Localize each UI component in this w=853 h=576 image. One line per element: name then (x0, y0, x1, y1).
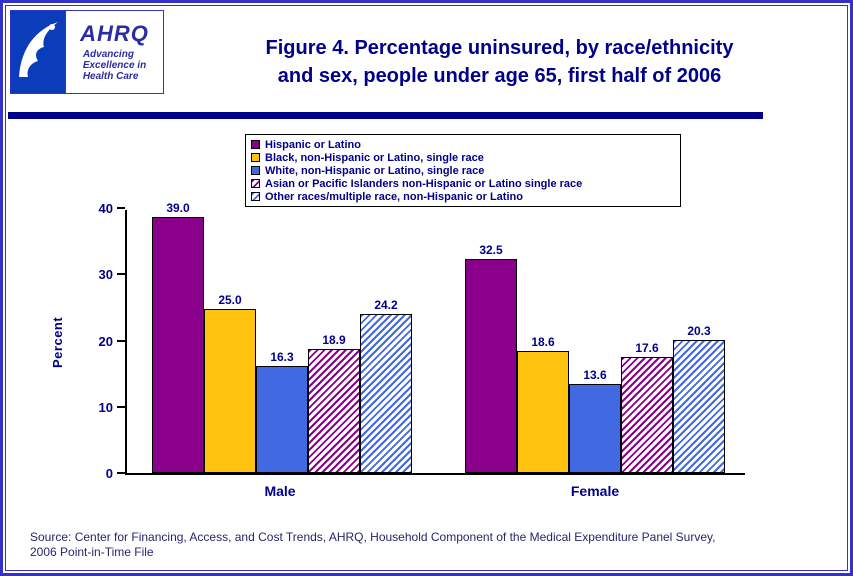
legend-series-label: White, non-Hispanic or Latino, single ra… (265, 164, 485, 177)
legend-item: Asian or Pacific Islanders non-Hispanic … (251, 177, 675, 190)
y-tick-mark (117, 273, 125, 276)
figure-title-line-2: and sex, people under age 65, first half… (277, 65, 722, 87)
y-tick-label: 10 (98, 399, 113, 415)
legend-series-label: Black, non-Hispanic or Latino, single ra… (265, 151, 484, 164)
chart-area: 39.0 25.0 16.3 18.9 24.2 32.5 18.6 13.6 17.6 20.3… (99, 201, 745, 499)
bar: 20.3 (673, 324, 725, 473)
bar: 17.6 (621, 341, 673, 473)
x-axis-category-label: Female (570, 483, 620, 499)
y-tick-label: 0 (105, 466, 113, 481)
ahrq-tagline-line: Advancing (82, 48, 134, 60)
y-tick-label: 20 (98, 333, 113, 349)
figure-title-line-1: Figure 4. Percentage uninsured, by race/… (265, 37, 734, 59)
ahrq-tagline: Advancing Excellence in Health Care (83, 49, 146, 82)
legend-swatch (251, 192, 260, 201)
bar: 25.0 (204, 293, 256, 473)
legend-item: Other races/multiple race, non-Hispanic … (251, 190, 675, 203)
hhs-eagle-icon (19, 22, 58, 77)
bar-value-label: 16.3 (270, 349, 294, 364)
bar: 16.3 (256, 350, 308, 473)
legend-swatch (251, 153, 260, 162)
y-tick-mark (117, 472, 125, 474)
y-axis-label: Percent (50, 316, 65, 368)
legend-series-label: Asian or Pacific Islanders non-Hispanic … (265, 177, 583, 190)
hhs-logo (11, 11, 65, 93)
bar-group: 32.5 18.6 13.6 17.6 20.3 (465, 210, 725, 473)
ahrq-logo: AHRQ Advancing Excellence in Health Care (65, 11, 163, 93)
bar-value-label: 18.6 (531, 334, 555, 349)
bar-group: 39.0 25.0 16.3 18.9 24.2 (152, 201, 412, 473)
bar-value-label: 32.5 (479, 243, 503, 258)
x-axis-category-label: Male (264, 483, 296, 499)
bar: 39.0 (152, 201, 204, 473)
legend-item: Hispanic or Latino (251, 138, 675, 151)
legend-item: Black, non-Hispanic or Latino, single ra… (251, 151, 675, 164)
legend-swatch (251, 140, 260, 149)
y-tick-mark (117, 405, 125, 408)
bar: 24.2 (360, 298, 412, 473)
source-note: Source: Center for Financing, Access, an… (30, 530, 813, 560)
x-axis-labels: Male Female (125, 483, 745, 499)
bar-value-label: 18.9 (322, 332, 346, 347)
legend: Hispanic or Latino Black, non-Hispanic or… (245, 134, 681, 207)
source-note-line-1: Source: Center for Financing, Access, an… (30, 530, 716, 544)
y-tick-label: 30 (98, 267, 113, 283)
bar-value-label: 17.6 (635, 341, 659, 356)
header-divider (8, 112, 763, 119)
agency-logo-block: AHRQ Advancing Excellence in Health Care (10, 10, 164, 94)
bar-value-label: 39.0 (166, 200, 190, 215)
source-note-line-2: 2006 Point-in-Time File (30, 545, 154, 559)
bar-value-label: 20.3 (687, 323, 711, 338)
bar-value-label: 13.6 (583, 367, 607, 382)
ahrq-acronym: AHRQ (80, 20, 149, 46)
legend-swatch (251, 166, 260, 175)
legend-swatch (251, 179, 260, 188)
bar: 18.6 (517, 335, 569, 473)
figure-title: Figure 4. Percentage uninsured, by race/… (170, 34, 829, 90)
ahrq-tagline-line: Health Care (82, 70, 139, 82)
bar-value-label: 25.0 (218, 292, 242, 307)
legend-series-label: Hispanic or Latino (265, 138, 361, 151)
legend-series-label: Other races/multiple race, non-Hispanic … (265, 190, 523, 203)
bar: 18.9 (308, 333, 360, 473)
y-tick-label: 40 (98, 201, 113, 216)
bar: 13.6 (569, 368, 621, 473)
y-tick-mark (117, 339, 125, 342)
ahrq-tagline-line: Excellence in (82, 59, 147, 71)
bar-value-label: 24.2 (374, 297, 398, 312)
bar-groups: 39.0 25.0 16.3 18.9 24.2 32.5 18.6 13.6 17.6 20.3 (127, 201, 745, 473)
y-tick-mark (117, 207, 125, 209)
bar: 32.5 (465, 243, 517, 473)
plot-area: 39.0 25.0 16.3 18.9 24.2 32.5 18.6 13.6 17.6 20.3… (99, 201, 745, 481)
legend-item: White, non-Hispanic or Latino, single ra… (251, 164, 675, 177)
